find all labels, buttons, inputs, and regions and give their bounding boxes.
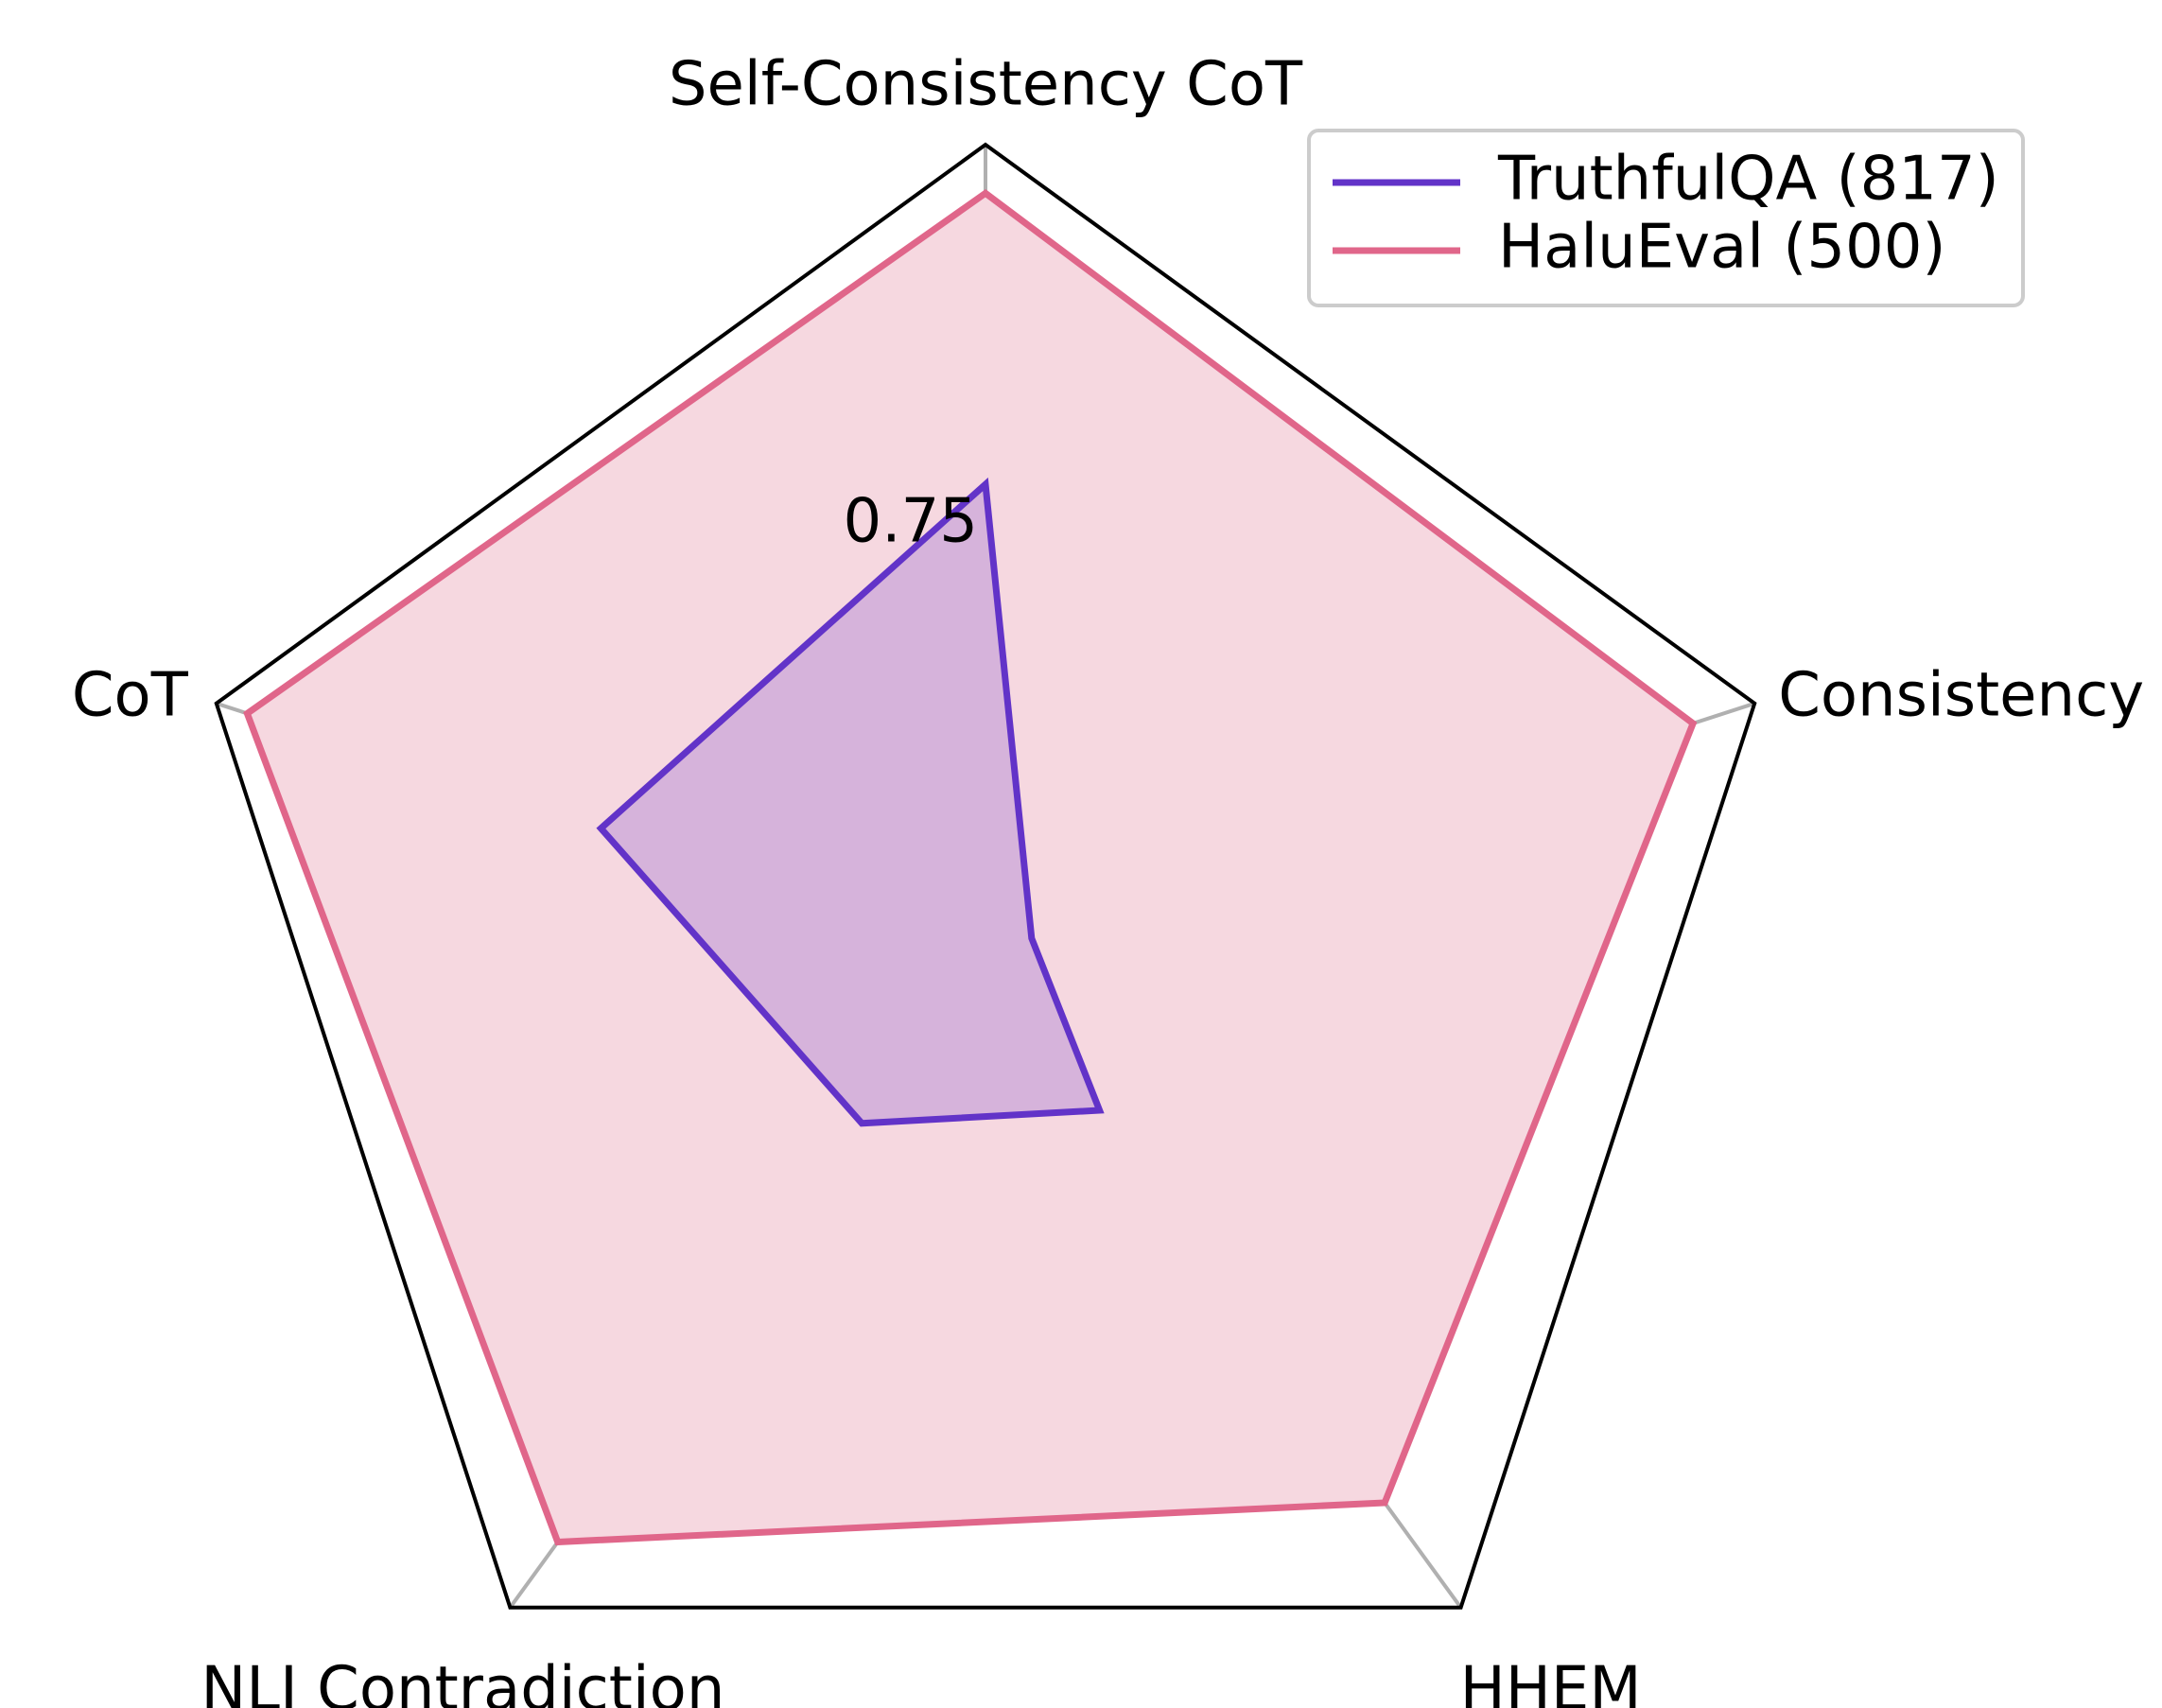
legend-entry: TruthfulQA (817) [1497,145,1999,215]
axis-labels: Self-Consistency CoT Consistency HHEM NLI C… [72,50,2144,1708]
legend: TruthfulQA (817)HaluEval (500) [1307,129,2025,307]
axis-label: HHEM [1460,1654,1642,1708]
axis-label: Consistency [1778,660,2144,730]
axis-label: NLI Contradiction [201,1654,724,1708]
radar-outer-frame [214,142,1757,1610]
axis-label: Self-Consistency CoT [669,50,1303,120]
outer-frame [214,142,1757,1610]
axis-label: CoT [72,660,189,730]
series-line-truthfulqa-top [596,477,1105,1127]
legend-entry: HaluEval (500) [1498,213,1945,283]
series-fill-halueval-500 [247,193,1694,1542]
series-overlap-tint [601,484,1100,1124]
radial-tick-label: 0.75 [844,487,979,557]
radar-series [243,188,1698,1546]
legend-box [1307,129,2025,307]
series-line-halueval-500 [243,188,1698,1546]
